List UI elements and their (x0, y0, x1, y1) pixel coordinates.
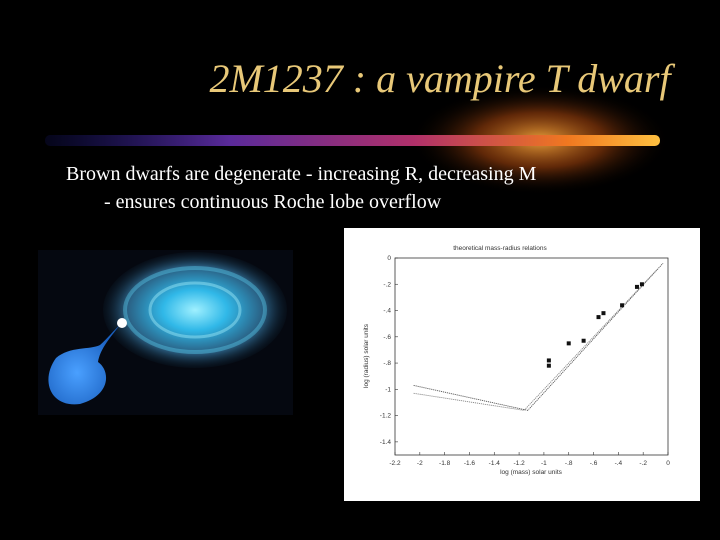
x-tick-label: -1.6 (464, 460, 476, 467)
title-underline (45, 135, 660, 146)
data-point (596, 315, 601, 320)
x-tick-label: -.2 (639, 460, 647, 467)
x-tick-label: -.4 (615, 460, 623, 467)
plot: theoretical mass-radius relations log (m… (363, 245, 670, 476)
slide-title: 2M1237 : a vampire T dwarf (209, 56, 675, 101)
x-tick-label: -1.2 (513, 460, 525, 467)
x-tick-label: -2.2 (389, 460, 401, 467)
data-point (546, 363, 551, 368)
curve (413, 262, 664, 411)
x-tick-label: -2 (417, 460, 423, 467)
x-tick-label: -.6 (590, 460, 598, 467)
y-axis-label: log (radius) solar units (363, 323, 370, 388)
data-point (620, 303, 625, 308)
x-tick-label: 0 (666, 460, 670, 467)
data-point (634, 284, 639, 289)
y-tick-label: -.2 (383, 281, 391, 288)
plot-background (344, 228, 700, 501)
data-point (566, 341, 571, 346)
x-axis-label: log (mass) solar units (500, 469, 563, 476)
x-tick-label: -.8 (565, 460, 573, 467)
x-tick-label: -1 (541, 460, 547, 467)
plot-frame (394, 257, 669, 456)
y-tick-label: -.8 (383, 360, 391, 367)
accretion-illustration (38, 250, 293, 415)
body-line: - ensures continuous Roche lobe overflow (104, 191, 442, 213)
curve (413, 269, 658, 411)
plot-title: theoretical mass-radius relations (453, 245, 547, 252)
data-point (601, 311, 606, 316)
y-tick-label: 0 (387, 255, 391, 262)
data-point (581, 338, 586, 343)
y-tick-label: -.6 (383, 334, 391, 341)
y-tick-label: -1.2 (380, 413, 392, 420)
data-point (639, 282, 644, 287)
y-tick-label: -1.4 (380, 439, 392, 446)
x-tick-label: -1.8 (439, 460, 451, 467)
y-tick-label: -.4 (383, 308, 391, 315)
y-tick-label: -1 (385, 386, 391, 393)
x-tick-label: -1.4 (489, 460, 501, 467)
data-point (546, 358, 551, 363)
body-line: Brown dwarfs are degenerate - increasing… (66, 163, 537, 185)
